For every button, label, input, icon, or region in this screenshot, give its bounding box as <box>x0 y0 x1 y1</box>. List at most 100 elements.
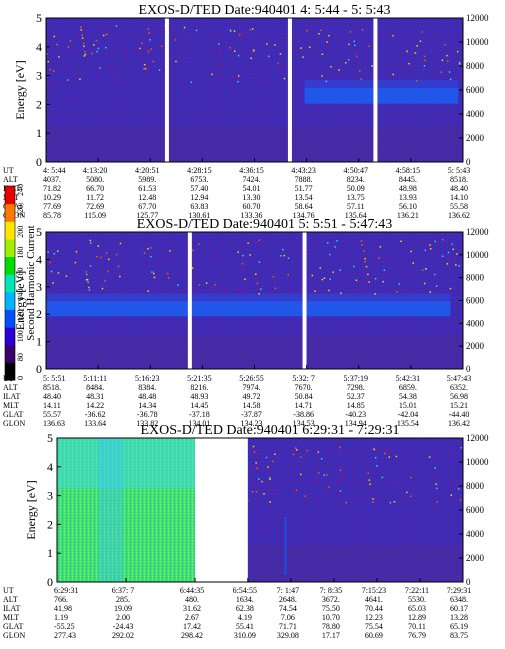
heatmap-speck <box>81 37 84 39</box>
heatmap-speck <box>117 265 120 268</box>
table-cell: 60.70 <box>243 202 261 211</box>
table-cell: 5:21:35 <box>187 374 211 383</box>
y-tick-label: 5 <box>36 225 42 239</box>
heatmap-speck <box>208 35 210 38</box>
heatmap-speck <box>191 267 194 269</box>
heatmap-speck <box>237 289 240 292</box>
heatmap-speck <box>247 242 249 244</box>
heatmap-speck <box>357 62 360 64</box>
heatmap-speck <box>424 59 427 62</box>
heatmap-speck <box>273 488 275 491</box>
heatmap-speck <box>258 243 261 245</box>
heatmap-speck <box>436 487 438 490</box>
heatmap-speck <box>436 501 439 503</box>
table-cell: 136.42 <box>448 419 470 428</box>
heatmap-speck <box>198 284 201 286</box>
heatmap-speck <box>338 69 340 71</box>
table-cell: 125.77 <box>136 211 158 220</box>
heatmap-speck <box>148 32 150 34</box>
table-cell: 5530. <box>408 595 426 604</box>
colorbar-segment <box>5 274 15 293</box>
heatmap-speck <box>448 71 451 73</box>
heatmap-speck <box>108 258 110 261</box>
heatmap-speck <box>283 77 286 80</box>
heatmap-speck <box>258 292 260 295</box>
table-cell: 4:20:51 <box>135 166 159 175</box>
colorbar-segment <box>5 256 15 275</box>
table-cell: 4037. <box>43 175 61 184</box>
heatmap-speck <box>47 251 49 253</box>
heatmap-speck <box>102 34 105 37</box>
heatmap-speck <box>260 288 262 290</box>
heatmap-speck <box>150 255 152 258</box>
heatmap-speck <box>236 75 238 77</box>
heatmap-speck <box>158 69 161 71</box>
y-axis-label: Energy [eV] <box>13 60 27 119</box>
table-cell: 5: 5:51 <box>43 374 65 383</box>
heatmap-speck <box>320 458 323 460</box>
heatmap-speck <box>383 269 386 272</box>
table-cell: 8216. <box>190 383 208 392</box>
heatmap-speck <box>266 43 268 45</box>
heatmap-speck <box>318 33 320 35</box>
heatmap-speck <box>444 43 446 46</box>
heatmap-speck <box>450 494 453 496</box>
heatmap-speck <box>447 60 449 62</box>
heatmap-speck <box>154 283 157 285</box>
heatmap-speck <box>87 281 89 284</box>
heatmap-speck <box>280 255 282 257</box>
heatmap-speck <box>247 499 249 502</box>
table-cell: 5: 5:43 <box>448 166 470 175</box>
y-tick-label: 4 <box>36 252 42 266</box>
heatmap-speck <box>460 446 463 449</box>
table-cell: 133.64 <box>84 419 106 428</box>
heatmap-speck <box>339 269 341 271</box>
heatmap-speck <box>341 477 344 479</box>
heatmap-speck <box>229 29 232 32</box>
heatmap-speck <box>349 31 352 33</box>
heatmap-speck <box>300 47 302 49</box>
table-cell: 50.84 <box>295 392 313 401</box>
heatmap-speck <box>359 455 361 457</box>
table-cell: 4.19 <box>238 613 252 622</box>
heatmap-speck <box>261 480 263 483</box>
table-cell: 11.72 <box>86 193 104 202</box>
colorbar-segment <box>5 344 15 363</box>
table-cell: 7:29:31 <box>447 586 471 595</box>
heatmap-speck <box>255 273 257 276</box>
y-right-tick-label: 12000 <box>466 433 489 443</box>
heatmap-speck <box>256 467 258 470</box>
heatmap-speck <box>341 281 343 283</box>
table-cell: 135.64 <box>345 211 367 220</box>
heatmap-speck <box>449 78 452 81</box>
heatmap-speck <box>283 37 285 40</box>
segment-gap <box>287 18 292 162</box>
heatmap-speck <box>177 284 179 286</box>
table-cell: 130.61 <box>188 211 210 220</box>
heatmap-speck <box>161 45 163 48</box>
heatmap-speck <box>457 50 459 53</box>
heatmap-speck <box>83 45 85 48</box>
table-cell: 17.42 <box>183 622 201 631</box>
colorbar-segment <box>5 186 15 205</box>
y-right-tick-label: 0 <box>466 577 471 587</box>
heatmap-speck <box>83 55 86 57</box>
heatmap-speck <box>251 466 254 468</box>
heatmap-speck <box>457 482 459 485</box>
heatmap-speck <box>458 61 461 64</box>
table-cell: 13.28 <box>450 613 468 622</box>
heatmap-speck <box>249 254 251 256</box>
table-cell: 67.70 <box>138 202 156 211</box>
heatmap-speck <box>189 38 192 41</box>
heatmap-speck <box>457 488 460 490</box>
table-cell: 5:11:11 <box>83 374 107 383</box>
table-cell: 63.83 <box>190 202 208 211</box>
heatmap-speck <box>423 64 426 67</box>
heatmap-speck <box>242 268 245 270</box>
table-cell: 7:15:23 <box>362 586 386 595</box>
heatmap-speck <box>211 73 213 76</box>
table-cell: 55.58 <box>450 202 468 211</box>
colorbar-tick-label: 140 <box>16 288 25 300</box>
heatmap-speck <box>364 282 366 284</box>
